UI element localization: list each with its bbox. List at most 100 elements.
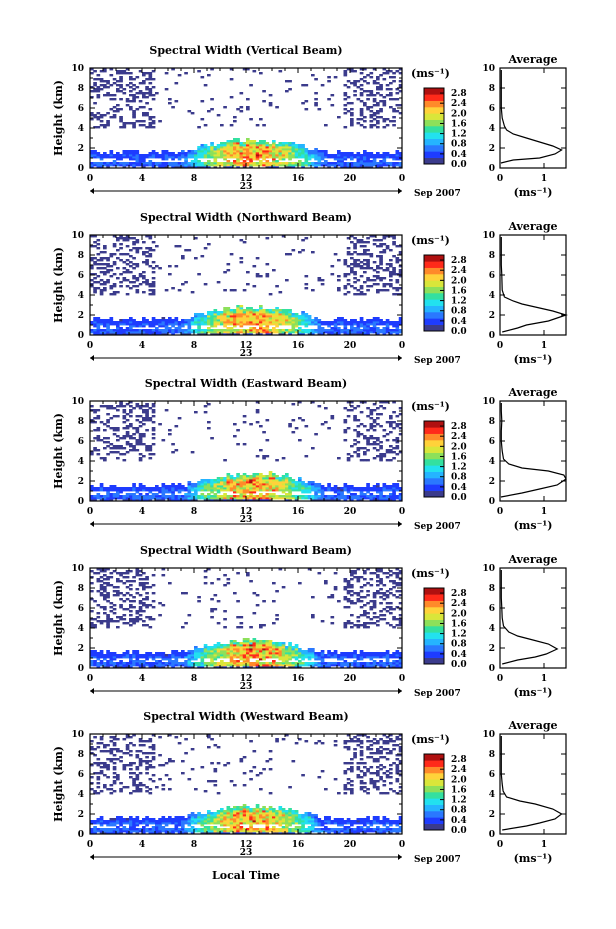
heatmap-cell [151, 453, 156, 456]
heatmap-cell [96, 453, 101, 456]
heatmap-cell [187, 499, 192, 502]
profile-x-label: (ms⁻¹) [514, 519, 553, 532]
heatmap-cell [255, 499, 260, 502]
heatmap-cell [291, 162, 296, 165]
heatmap-cell [252, 154, 257, 157]
heatmap-cell [366, 108, 370, 111]
profile-frame [499, 400, 567, 502]
heatmap-cell [155, 92, 159, 95]
heatmap-cell [93, 411, 97, 414]
heatmap-cell [151, 497, 156, 500]
heatmap-cell [265, 315, 270, 318]
heatmap-cell [122, 447, 127, 450]
heatmap-cell [246, 656, 250, 659]
heatmap-cell [236, 664, 240, 667]
heatmap-cell [135, 325, 140, 328]
heatmap-cell [187, 489, 192, 492]
heatmap-cell [229, 660, 234, 663]
heatmap-cell [103, 164, 107, 167]
heatmap-cell [112, 98, 117, 101]
heatmap-cell [210, 146, 214, 149]
heatmap-cell [350, 489, 354, 492]
heatmap-cell [363, 76, 367, 79]
heatmap-cell [158, 499, 162, 502]
heatmap-cell [272, 142, 276, 145]
heatmap-cell [112, 495, 117, 498]
heatmap-cell [93, 70, 97, 73]
heatmap-cell [294, 658, 299, 661]
heatmap-cell [213, 164, 218, 167]
heatmap-cell [249, 642, 253, 645]
heatmap-cell [346, 487, 351, 490]
heatmap-cell [96, 333, 101, 336]
heatmap-cell [275, 642, 279, 645]
heatmap-cell [216, 491, 221, 494]
heatmap-cell [233, 150, 237, 153]
heatmap-cell [353, 323, 357, 326]
heatmap-cell [119, 453, 123, 456]
heatmap-cell [398, 329, 403, 332]
heatmap-cell [112, 407, 117, 410]
heatmap-cell [138, 247, 143, 250]
heatmap-cell [106, 281, 110, 284]
heatmap-cell [275, 652, 279, 655]
heatmap-cell [239, 311, 244, 314]
heatmap-cell [200, 144, 205, 147]
heatmap-cell [249, 327, 253, 330]
heatmap-cell [125, 104, 130, 107]
heatmap-cell [298, 417, 302, 420]
heatmap-cell [268, 313, 273, 316]
heatmap-cell [151, 584, 156, 587]
heatmap-cell [103, 162, 107, 165]
heatmap-cell [93, 319, 97, 322]
heatmap-cell [155, 245, 159, 248]
heatmap-cell [207, 323, 211, 326]
heatmap-cell [236, 150, 240, 153]
colorbar-tick-label: 0.4 [451, 150, 467, 160]
heatmap-cell [369, 285, 374, 288]
heatmap-cell [324, 487, 328, 490]
heatmap-cell [151, 606, 156, 609]
heatmap-cell [200, 255, 205, 258]
heatmap-cell [353, 497, 357, 500]
heatmap-cell [210, 483, 214, 486]
heatmap-cell [346, 321, 351, 324]
heatmap-cell [314, 331, 318, 334]
heatmap-cell [129, 156, 133, 159]
heatmap-cell [272, 327, 276, 330]
heatmap-cell [291, 327, 296, 330]
heatmap-cell [294, 148, 299, 151]
heatmap-cell [93, 660, 97, 663]
heatmap-cell [259, 662, 263, 665]
heatmap-cell [372, 160, 377, 163]
heatmap-cell [138, 70, 143, 73]
heatmap-cell [350, 164, 354, 167]
heatmap-cell [90, 610, 94, 613]
heatmap-cell [379, 156, 383, 159]
heatmap-cell [112, 283, 117, 286]
heatmap-cell [197, 654, 201, 657]
heatmap-cell [363, 451, 367, 454]
heatmap-cell [298, 483, 302, 486]
heatmap-cell [223, 483, 227, 486]
heatmap-cell [200, 664, 205, 667]
heatmap-cell [317, 154, 322, 157]
heatmap-cell [122, 253, 127, 256]
heatmap-cell [93, 329, 97, 332]
heatmap-cell [369, 156, 374, 159]
heatmap-cell [239, 146, 244, 149]
heatmap-cell [392, 72, 396, 75]
heatmap-cell [112, 497, 117, 500]
heatmap-cell [207, 489, 211, 492]
heatmap-cell [395, 245, 400, 248]
heatmap-cell [281, 489, 286, 492]
heatmap-cell [304, 329, 309, 332]
heatmap-cell [288, 321, 292, 324]
heatmap-cell [229, 311, 234, 314]
heatmap-cell [187, 658, 192, 661]
heatmap-cell [135, 620, 140, 623]
heatmap-cell [216, 495, 221, 498]
heatmap-cell [200, 76, 205, 79]
heatmap-cell [223, 644, 227, 647]
heatmap-cell [249, 164, 253, 167]
